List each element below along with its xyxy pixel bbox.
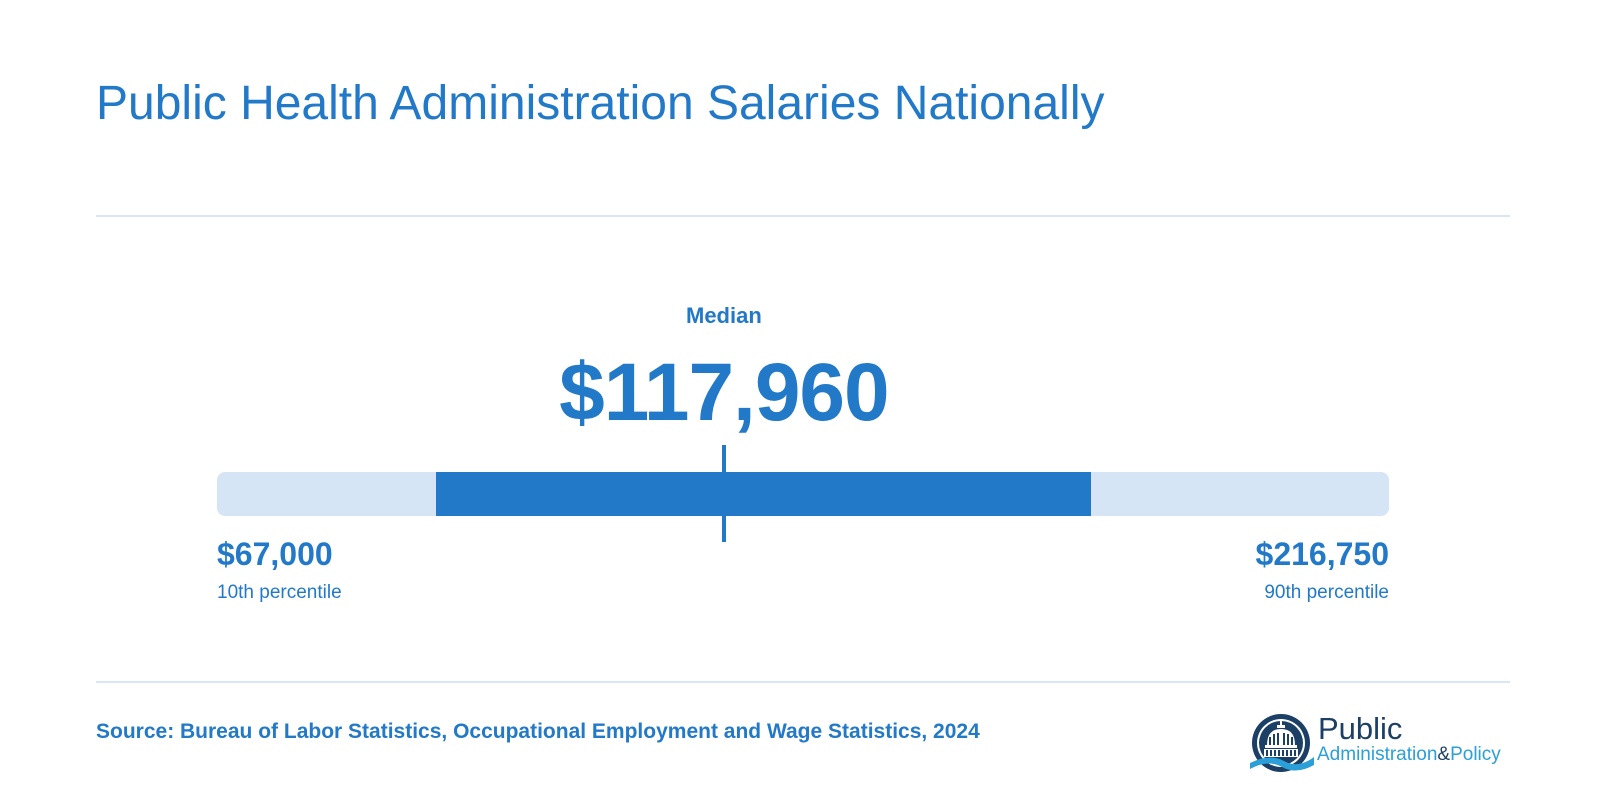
p90-value: $216,750 [1255,536,1389,572]
median-label: Median [686,303,762,328]
capitol-dome-icon [1250,714,1314,772]
logo-ampersand: & [1437,744,1451,765]
p90-caption: 90th percentile [1264,582,1389,603]
source-note: Source: Bureau of Labor Statistics, Occu… [96,720,980,743]
logo-word-administration: Administration [1317,744,1438,765]
salary-range-bar [436,472,1092,516]
logo-wordmark-top: Public [1318,711,1403,746]
logo-wordmark-bottom: Administration&Policy [1317,744,1501,766]
p10-caption: 10th percentile [217,582,342,603]
median-value: $117,960 [559,347,890,438]
top-divider [96,215,1510,217]
p10-value: $67,000 [217,536,333,572]
median-marker [721,445,726,542]
bottom-divider [96,681,1510,683]
brand-logo: Public Administration&Policy [1250,711,1520,775]
page-title: Public Health Administration Salaries Na… [96,77,1105,130]
logo-word-policy: Policy [1450,744,1501,765]
